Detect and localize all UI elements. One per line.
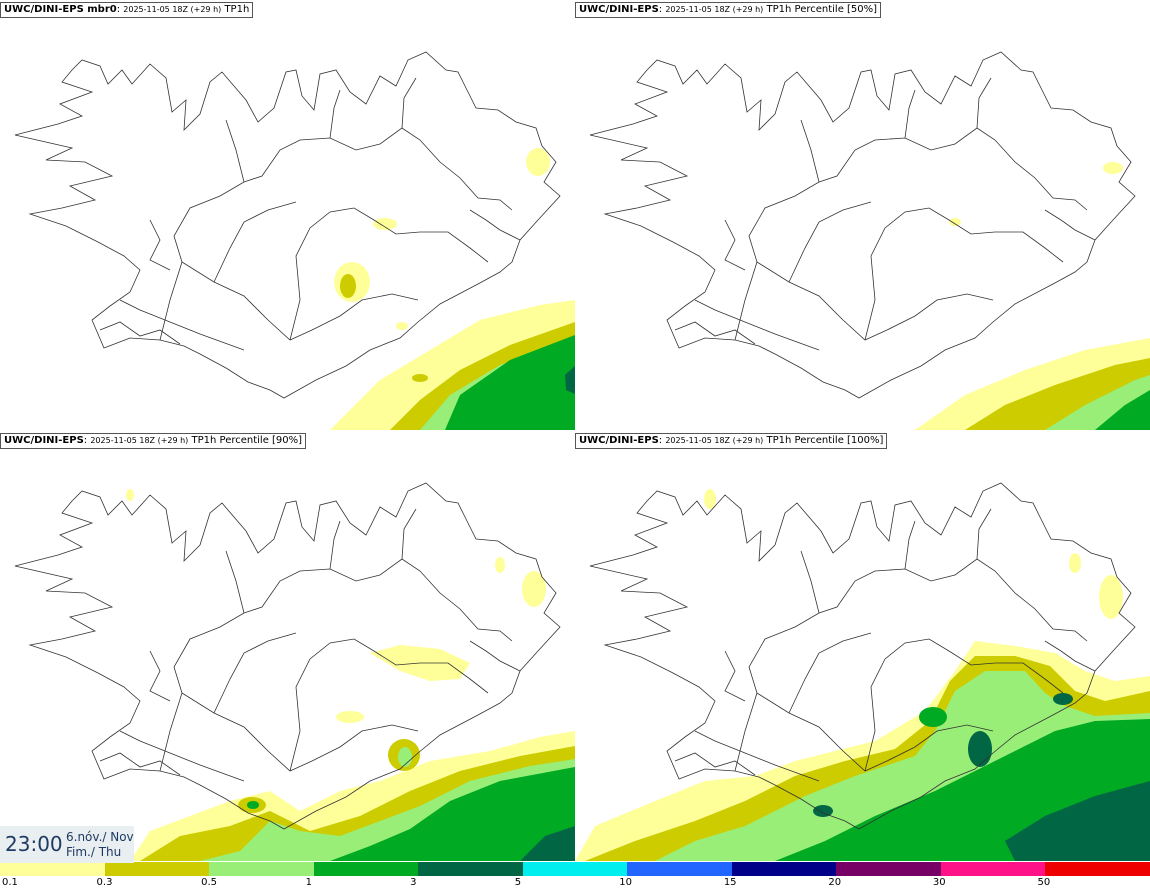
colorbar-swatch xyxy=(627,862,732,876)
colorbar-swatch xyxy=(940,862,1046,876)
precip-field xyxy=(1053,693,1073,705)
colorbar-swatch xyxy=(209,862,314,876)
map-panel-p100: UWC/DINI-EPS: 2025-11-05 18Z (+29 h) TP1… xyxy=(575,431,1150,861)
precip-field xyxy=(1013,687,1037,715)
map-panel-p50: UWC/DINI-EPS: 2025-11-05 18Z (+29 h) TP1… xyxy=(575,0,1150,430)
colorbar-swatch xyxy=(522,862,628,876)
precip-field xyxy=(949,218,961,226)
colorbar-swatch xyxy=(418,862,523,876)
precip-field xyxy=(336,711,364,723)
map-panel-mbr0: UWC/DINI-EPS mbr0: 2025-11-05 18Z (+29 h… xyxy=(0,0,575,430)
precip-field xyxy=(565,366,575,394)
precip-field xyxy=(1103,162,1123,174)
colorbar-swatch xyxy=(731,862,837,876)
colorbar-swatch xyxy=(1045,862,1150,876)
precip-field xyxy=(968,731,992,767)
precip-map xyxy=(589,51,1150,430)
precip-map xyxy=(14,51,575,430)
colorbar-swatch xyxy=(836,862,941,876)
precip-field xyxy=(919,707,947,727)
colorbar-tick-label: 0.1 xyxy=(2,877,18,888)
colorbar-tick-label: 15 xyxy=(723,877,737,888)
valid-date: 6.nóv./ Nov xyxy=(66,830,134,844)
precip-field xyxy=(1099,575,1123,619)
valid-weekday: Fim./ Thu xyxy=(66,845,122,859)
colorbar-tick-label: 10 xyxy=(619,877,632,888)
precip-field xyxy=(126,489,134,501)
precip-field xyxy=(396,322,408,330)
panel-title: UWC/DINI-EPS mbr0: 2025-11-05 18Z (+29 h… xyxy=(0,2,254,18)
precip-field xyxy=(1005,781,1150,861)
colorbar-tick-label: 20 xyxy=(828,877,842,888)
precip-map xyxy=(575,482,1150,861)
precip-field xyxy=(1095,390,1150,430)
colorbar-tick-label: 5 xyxy=(514,877,522,888)
precip-field xyxy=(247,801,259,809)
colorbar-tick-label: 30 xyxy=(932,877,946,888)
valid-time: 23:00 xyxy=(5,832,63,856)
colorbar-swatch xyxy=(313,862,419,876)
precip-field xyxy=(340,274,356,298)
precip-field xyxy=(704,489,716,509)
colorbar-swatch xyxy=(104,862,210,876)
precip-field xyxy=(526,148,550,176)
colorbar-ticks: 0.1 0.3 0.5 1 3 5 10 15 20 30 50 xyxy=(0,876,1150,891)
colorbar-tick-label: 50 xyxy=(1037,877,1051,888)
colorbar-tick-label: 3 xyxy=(410,877,417,888)
precip-field xyxy=(1069,553,1081,573)
precip-field xyxy=(330,767,575,861)
panel-title: UWC/DINI-EPS: 2025-11-05 18Z (+29 h) TP1… xyxy=(575,433,888,449)
precip-field xyxy=(398,747,412,767)
panel-title: UWC/DINI-EPS: 2025-11-05 18Z (+29 h) TP1… xyxy=(575,2,882,18)
precip-map xyxy=(14,482,575,861)
precip-field xyxy=(445,335,575,430)
colorbar-tick-label: 1 xyxy=(305,877,312,888)
colorbar-tick-label: 0.5 xyxy=(201,877,217,888)
map-panel-p90: UWC/DINI-EPS: 2025-11-05 18Z (+29 h) TP1… xyxy=(0,431,575,861)
colorbar-swatch xyxy=(0,862,105,876)
panel-title: UWC/DINI-EPS: 2025-11-05 18Z (+29 h) TP1… xyxy=(0,433,307,449)
precip-field xyxy=(520,826,575,861)
precip-field xyxy=(813,805,833,817)
precip-field xyxy=(412,374,428,382)
precip-field xyxy=(495,557,505,573)
colorbar xyxy=(0,862,1150,876)
precip-field xyxy=(373,218,397,230)
valid-time-box: 23:00 6.nóv./ Nov Fim./ Thu xyxy=(0,826,134,863)
precip-field xyxy=(522,571,546,607)
colorbar-tick-label: 0.3 xyxy=(96,877,113,888)
